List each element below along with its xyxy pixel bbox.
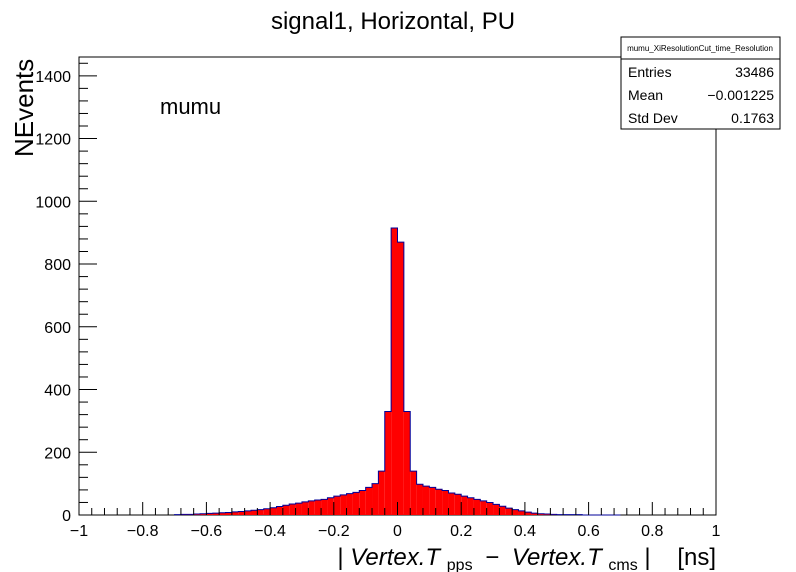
histogram-bin	[403, 411, 411, 515]
histogram-bin	[524, 512, 532, 515]
stats-entries-value: 33486	[735, 64, 774, 80]
x-axis-label-minus: −	[485, 544, 499, 571]
histogram-bin	[410, 471, 417, 515]
x-tick-label: 0.6	[577, 523, 599, 540]
stats-entries-label: Entries	[628, 64, 672, 80]
histogram-bin	[327, 497, 334, 515]
histogram-bin	[225, 512, 232, 515]
histogram-bin	[206, 513, 213, 515]
histogram-bin	[422, 486, 430, 515]
histogram-bin	[429, 487, 436, 515]
stats-mean-label: Mean	[628, 87, 663, 103]
histogram-bin	[461, 496, 468, 515]
histogram-bin	[295, 503, 302, 515]
stats-box-title: mumu_XiResolutionCut_time_Resolution	[627, 44, 773, 53]
histogram-bin	[346, 493, 353, 515]
x-tick-label: 0.8	[641, 523, 663, 540]
histogram-bin	[276, 506, 283, 515]
histogram-bin	[397, 242, 404, 515]
histogram-bin	[257, 509, 264, 515]
x-tick-label: 0.4	[514, 523, 536, 540]
histogram-bin	[435, 489, 443, 515]
histogram-bin	[486, 502, 494, 515]
x-tick-label: −1	[70, 523, 88, 540]
stats-stddev-value: 0.1763	[731, 110, 774, 126]
histogram-bin	[473, 499, 481, 515]
y-tick-label: 0	[62, 508, 71, 525]
histogram-bin	[301, 501, 309, 515]
x-tick-label: 0	[393, 523, 402, 540]
y-tick-label: 800	[44, 257, 71, 274]
histogram-bin	[518, 510, 525, 515]
stats-box: mumu_XiResolutionCut_time_Resolution Ent…	[620, 36, 781, 130]
histogram-bin	[454, 494, 462, 515]
y-axis-label: NEvents	[9, 59, 39, 157]
histogram-bin	[359, 490, 366, 515]
histogram-bin	[200, 513, 207, 515]
histogram-bin	[308, 500, 315, 515]
histogram-bin	[531, 513, 538, 515]
histogram-bin	[321, 499, 328, 515]
x-axis-label-sub1: pps	[447, 557, 473, 572]
histogram-bin	[270, 507, 277, 515]
histogram-bin	[505, 508, 513, 515]
histogram-bin	[448, 493, 455, 515]
histogram-bin	[442, 490, 449, 515]
x-axis-label: | Vertex.T pps − Vertex.T cms | [ns]	[337, 544, 716, 572]
histogram-bin	[352, 492, 360, 515]
y-axis-ticks: 0 200 400 600 800 1000 1200 1400	[35, 62, 97, 525]
histogram-bin	[493, 504, 500, 515]
channel-annotation: mumu	[160, 94, 221, 119]
histogram-bin	[467, 497, 474, 515]
histogram-bars	[174, 227, 621, 516]
histogram-bin	[384, 411, 392, 515]
histogram-bin	[391, 227, 398, 515]
histogram-bin	[250, 510, 258, 515]
x-tick-label: −0.8	[127, 523, 159, 540]
histogram-bin	[231, 511, 239, 515]
x-tick-label: 1	[712, 523, 721, 540]
x-axis-label-term1: Vertex.T	[350, 544, 442, 571]
histogram-bin	[372, 483, 379, 515]
histogram-bin	[244, 510, 251, 515]
histogram-bin	[238, 511, 245, 515]
stats-mean-value: −0.001225	[707, 87, 774, 103]
histogram-bin	[537, 513, 545, 515]
histogram-bin	[333, 496, 341, 515]
stats-box-frame	[620, 36, 781, 130]
y-tick-label: 600	[44, 320, 71, 337]
y-tick-label: 1200	[35, 132, 71, 149]
histogram-bin	[212, 513, 220, 515]
histogram-bin	[263, 508, 271, 515]
histogram-bin	[365, 487, 373, 515]
histogram-bin	[416, 484, 423, 515]
x-axis-label-suffix: |	[644, 544, 650, 571]
x-axis-ticks: −1 −0.8 −0.6 −0.4 −0.2 0 0.2 0.4 0.6 0.8 1	[70, 502, 721, 540]
x-axis-label-sub2: cms	[608, 557, 637, 572]
y-tick-label: 400	[44, 383, 71, 400]
histogram-bin	[219, 512, 226, 515]
histogram-bin	[314, 499, 322, 515]
histogram-bin	[378, 471, 385, 515]
histogram-bin	[499, 506, 506, 515]
histogram-bin	[289, 504, 296, 515]
x-tick-label: −0.4	[254, 523, 286, 540]
histogram-bin	[340, 494, 347, 515]
y-tick-label: 1400	[35, 69, 71, 86]
x-tick-label: −0.2	[318, 523, 350, 540]
y-tick-label: 200	[44, 445, 71, 462]
chart-title: signal1, Horizontal, PU	[271, 8, 515, 35]
x-tick-label: −0.6	[191, 523, 223, 540]
histogram-bin	[282, 505, 290, 515]
y-tick-label: 1000	[35, 194, 71, 211]
histogram-bin	[480, 500, 487, 515]
x-axis-label-unit: [ns]	[677, 544, 716, 571]
histogram-bin	[512, 509, 519, 515]
x-axis-label-term2: Vertex.T	[512, 544, 604, 571]
stats-stddev-label: Std Dev	[628, 110, 678, 126]
x-axis-label-prefix: |	[337, 544, 343, 571]
x-tick-label: 0.2	[450, 523, 472, 540]
